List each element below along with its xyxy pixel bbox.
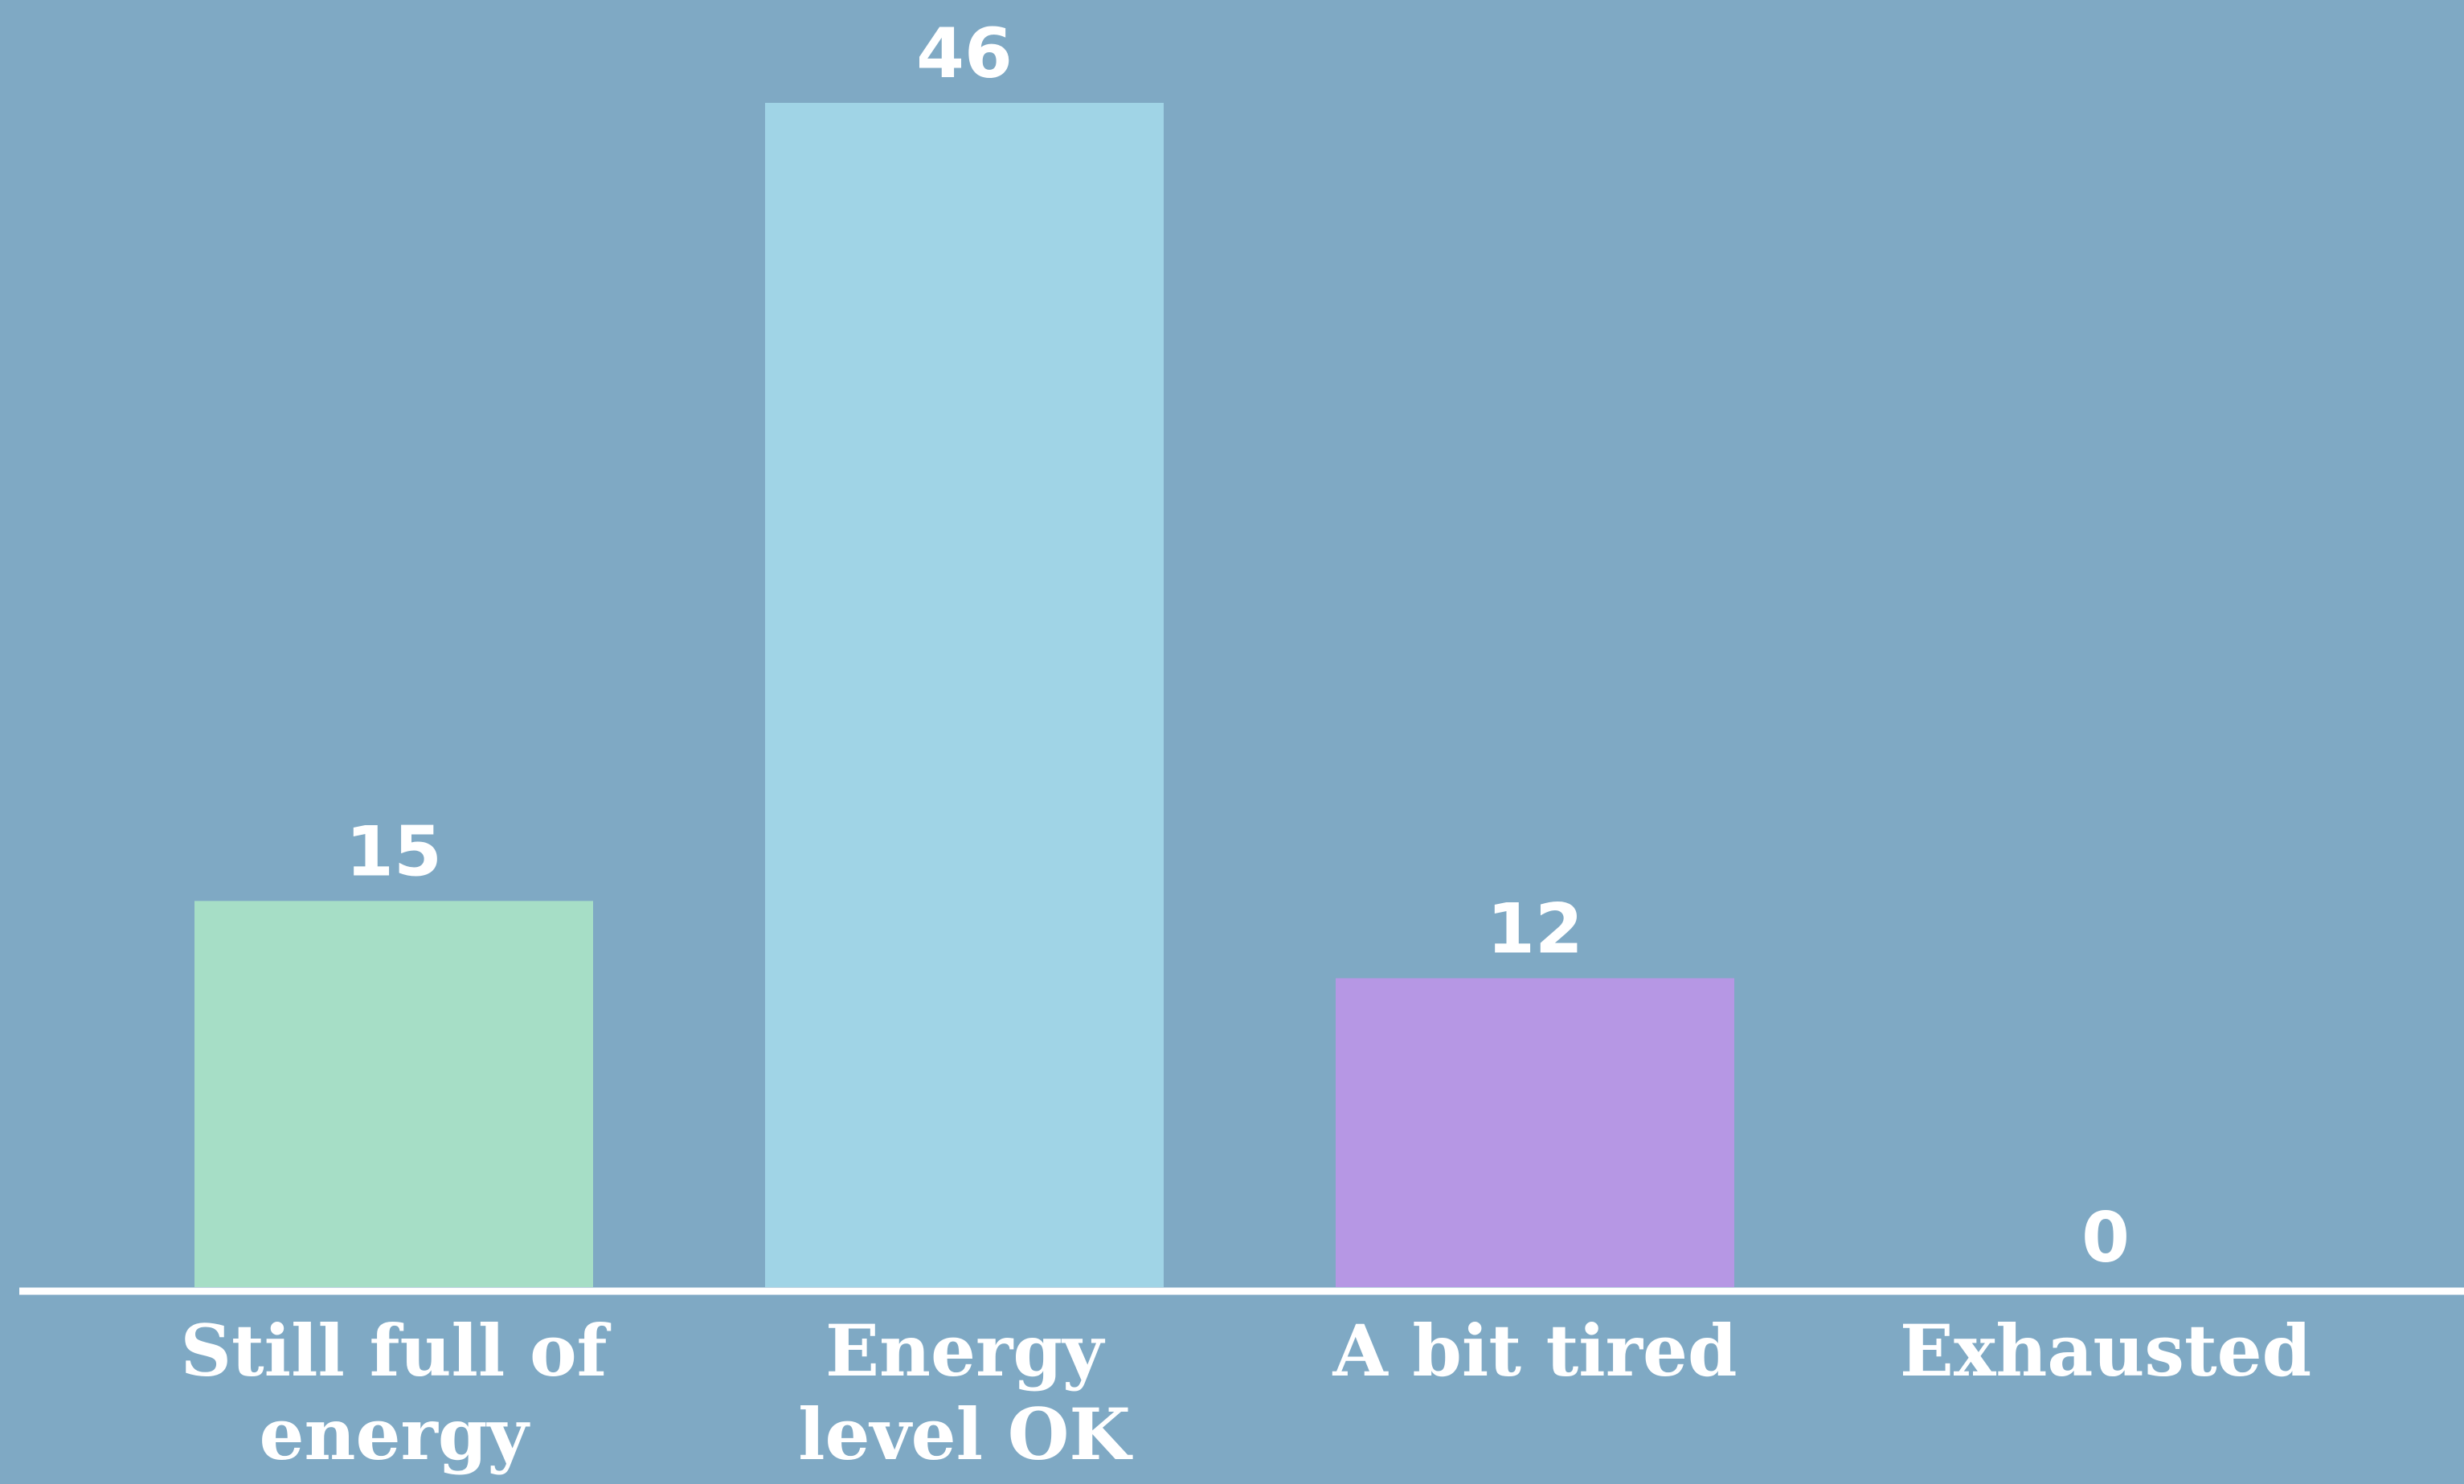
category-label: level OK <box>798 1392 1133 1476</box>
bar <box>1336 978 1734 1287</box>
bar-value-label: 46 <box>916 14 1013 94</box>
category-label: energy <box>260 1392 531 1476</box>
bar-value-label: 12 <box>1487 889 1583 969</box>
bar <box>194 901 593 1287</box>
category-label: Still full of <box>180 1309 611 1392</box>
bar <box>765 103 1164 1287</box>
category-label: Energy <box>825 1309 1106 1392</box>
bar-value-label: 0 <box>2081 1198 2130 1278</box>
category-label: Exhausted <box>1900 1309 2311 1392</box>
bars-group <box>194 103 1734 1287</box>
bar-value-label: 15 <box>346 811 442 892</box>
category-label: A bit tired <box>1332 1309 1737 1392</box>
